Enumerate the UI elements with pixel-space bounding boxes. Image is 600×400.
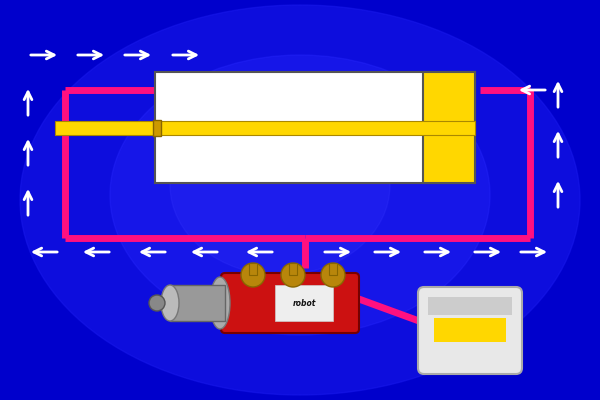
Ellipse shape — [20, 5, 580, 395]
Ellipse shape — [149, 295, 165, 311]
FancyBboxPatch shape — [418, 287, 522, 374]
Bar — [170, 285, 225, 321]
Circle shape — [241, 263, 265, 287]
Text: robot: robot — [292, 298, 316, 308]
FancyBboxPatch shape — [221, 273, 359, 333]
Ellipse shape — [170, 95, 390, 275]
Bar — [423, 72, 475, 183]
Ellipse shape — [210, 277, 230, 329]
Bar — [155, 72, 475, 128]
Ellipse shape — [161, 285, 179, 321]
Bar — [289, 263, 297, 275]
Bar — [428, 297, 512, 315]
Bar — [249, 263, 257, 275]
Bar — [55, 120, 475, 134]
Bar — [434, 318, 506, 342]
Circle shape — [321, 263, 345, 287]
Circle shape — [281, 263, 305, 287]
Bar — [275, 285, 333, 321]
Bar — [155, 128, 475, 183]
Ellipse shape — [110, 55, 490, 335]
Bar — [153, 120, 161, 136]
Bar — [329, 263, 337, 275]
